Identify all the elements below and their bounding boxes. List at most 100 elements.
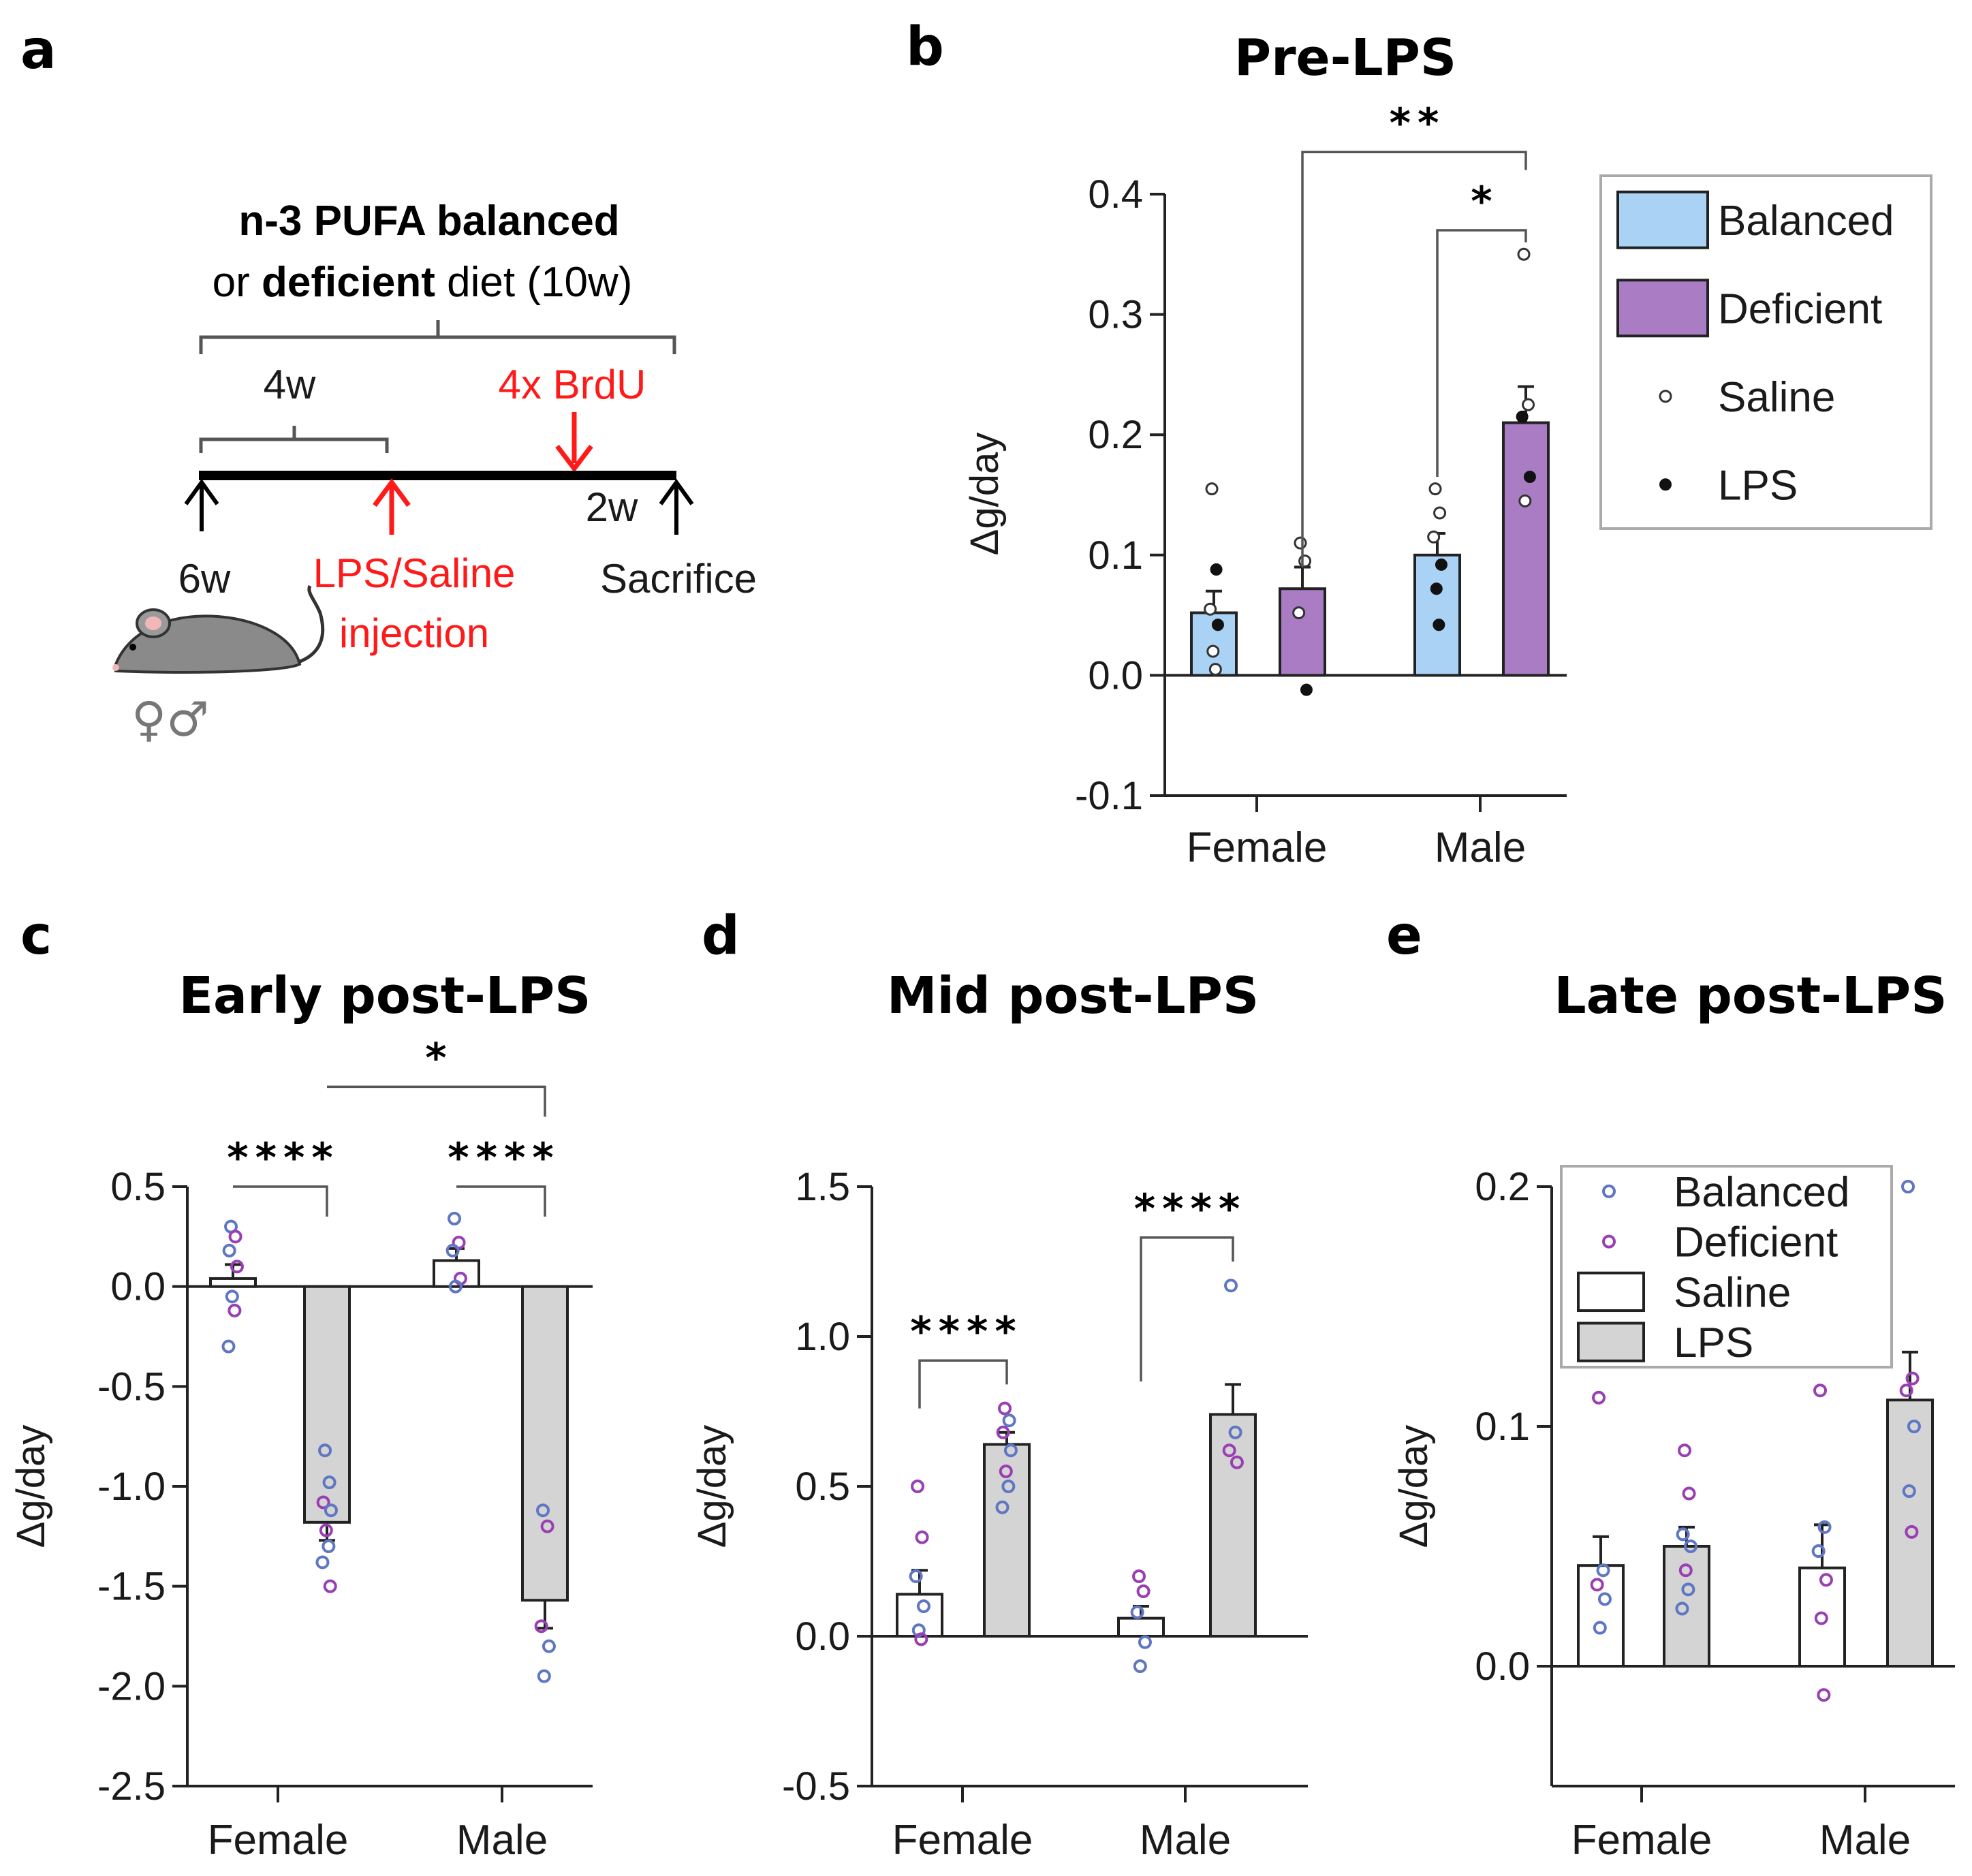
y-tick-label-b: 0.4 <box>1088 172 1143 217</box>
x-tick-label-d: Male <box>1140 1817 1231 1864</box>
bar-e <box>1886 1398 1934 1668</box>
x-tick-label-e: Male <box>1819 1817 1911 1864</box>
significance-bracket-b <box>1301 151 1527 567</box>
start-arrow <box>184 478 219 531</box>
x-tick-label-d: Female <box>892 1817 1033 1864</box>
data-point-e <box>1905 1525 1919 1539</box>
y-tick-label-d: 1.5 <box>795 1165 850 1209</box>
data-point-d <box>1224 1279 1238 1293</box>
bar-c <box>209 1277 257 1288</box>
data-point-b <box>1430 582 1443 595</box>
y-tick-label-e: 0.0 <box>1475 1644 1530 1689</box>
data-point-b <box>1298 554 1312 568</box>
significance-bracket-b <box>1436 229 1527 478</box>
y-tick-label-c: -1.0 <box>97 1465 166 1509</box>
bar-c <box>521 1285 569 1602</box>
significance-bracket-d <box>918 1359 1008 1409</box>
diet-line2-suffix: diet (10w) <box>435 259 632 306</box>
panel-label-b: b <box>906 16 944 78</box>
data-point-c <box>537 1669 551 1683</box>
data-point-c <box>448 1279 463 1294</box>
data-point-c <box>322 1475 337 1490</box>
chart-title-c: Early post-LPS <box>179 967 591 1025</box>
brdu-arrow <box>555 412 593 473</box>
x-tick-label-e: Female <box>1571 1817 1712 1864</box>
panel-a-schematic: a n-3 PUFA balanced or deficient diet (1… <box>20 20 757 747</box>
y-tick-label-d: -0.5 <box>782 1764 850 1809</box>
data-point-c <box>542 1639 556 1653</box>
data-point-c <box>318 1443 332 1458</box>
panel-label-a: a <box>20 20 57 81</box>
panel-b: b Pre-LPS -0.1 0.0 0.1 0.2 0.3 0.4 Female Male Δg/… <box>906 16 1932 871</box>
data-point-c <box>448 1211 462 1225</box>
data-point-b <box>1433 619 1445 631</box>
brace-4w <box>199 426 389 453</box>
legend-swatch-e <box>1577 1322 1645 1362</box>
data-point-b <box>1206 644 1220 658</box>
data-point-e <box>1590 1578 1604 1592</box>
legend-label-b: Saline <box>1718 374 1835 421</box>
y-tick-label-c: -2.5 <box>97 1764 166 1809</box>
data-point-b <box>1292 606 1306 620</box>
data-point-d <box>999 1465 1013 1478</box>
x-tick-label-b: Male <box>1435 824 1526 871</box>
y-axis-label-b: Δg/day <box>962 433 1007 556</box>
data-point-b <box>1428 482 1442 496</box>
diet-line2-bold: deficient <box>262 259 435 306</box>
data-point-e <box>1676 1527 1690 1542</box>
significance-label-d: **** <box>1134 1185 1247 1233</box>
data-point-b <box>1204 602 1217 616</box>
data-point-e <box>1902 1484 1916 1499</box>
data-point-b <box>1516 410 1529 423</box>
data-point-c <box>230 1260 244 1274</box>
diet-title-line1: n-3 PUFA balanced <box>238 198 619 245</box>
data-point-e <box>1907 1420 1921 1433</box>
data-point-d <box>998 1401 1012 1416</box>
data-point-e <box>1678 1443 1692 1458</box>
data-point-b <box>1518 494 1532 507</box>
bar-d <box>1117 1616 1165 1638</box>
y-tick-label-e: 0.2 <box>1475 1165 1530 1209</box>
data-point-d <box>1132 1569 1146 1583</box>
significance-bracket-d <box>1140 1236 1234 1381</box>
data-point-e <box>1819 1573 1833 1587</box>
legend-marker-b <box>1659 478 1672 491</box>
legend-marker-e <box>1602 1234 1616 1249</box>
x-tick-label-c: Male <box>456 1817 548 1864</box>
legend-label-e: LPS <box>1674 1319 1753 1366</box>
data-point-d <box>911 1480 925 1493</box>
bar-b <box>1279 587 1326 677</box>
sacrifice-arrow <box>659 478 694 535</box>
significance-bracket-c <box>456 1185 546 1217</box>
data-point-d <box>1230 1455 1244 1469</box>
data-point-c <box>228 1303 242 1317</box>
data-point-b <box>1435 558 1447 571</box>
y-tick-label-d: 0.5 <box>795 1465 850 1509</box>
data-point-e <box>1596 1563 1610 1578</box>
data-point-e <box>1901 1180 1915 1193</box>
data-point-b <box>1522 398 1535 411</box>
chart-title-b: Pre-LPS <box>1234 29 1456 87</box>
bar-d <box>983 1443 1031 1638</box>
data-point-b <box>1210 563 1223 576</box>
y-tick-label-d: 1.0 <box>795 1315 850 1359</box>
x-tick-label-c: Female <box>208 1817 349 1864</box>
data-point-c <box>316 1495 330 1510</box>
legend-swatch-b <box>1616 279 1709 338</box>
data-point-e <box>1678 1563 1693 1578</box>
age-start-label: 6w <box>178 556 231 601</box>
data-point-c <box>221 1339 236 1354</box>
data-point-e <box>1675 1601 1689 1616</box>
significance-label-c: **** <box>227 1134 340 1182</box>
panel-e: e Late post-LPS 0.0 0.1 0.2 Female Male Δg/day B… <box>1386 905 1955 1864</box>
data-point-e <box>1593 1621 1607 1635</box>
y-tick-label-b: 0.0 <box>1088 653 1143 698</box>
data-point-d <box>1002 1413 1016 1428</box>
bar-b <box>1413 553 1461 677</box>
data-point-c <box>225 1289 239 1304</box>
chart-title-d: Mid post-LPS <box>887 967 1259 1025</box>
x-tick-label-b: Female <box>1187 824 1328 871</box>
data-point-d <box>1003 1443 1018 1458</box>
